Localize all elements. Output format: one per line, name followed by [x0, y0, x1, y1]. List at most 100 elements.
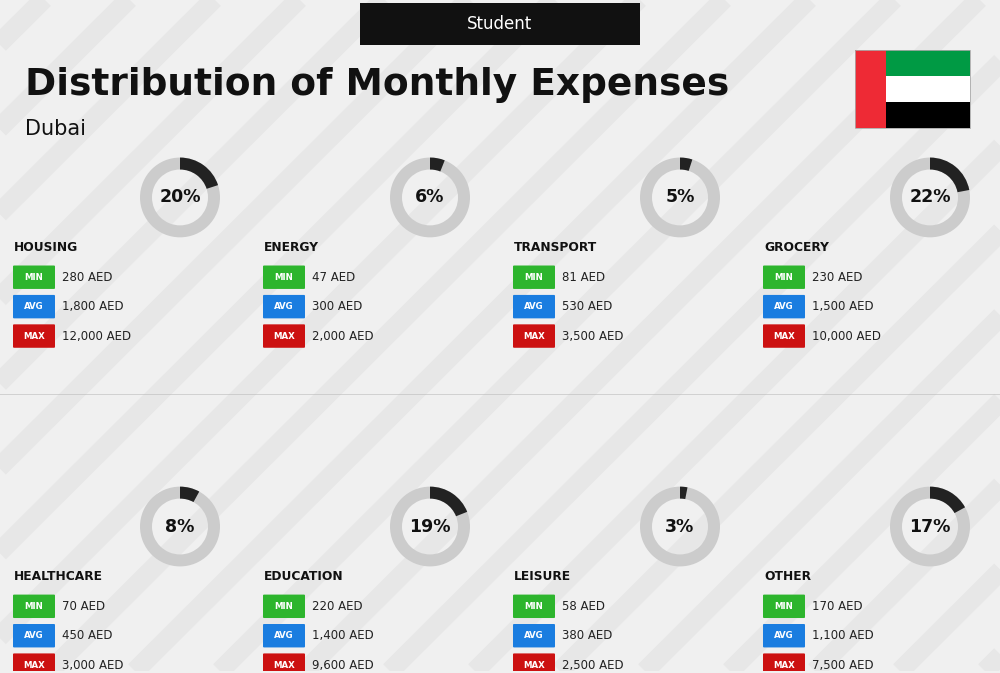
Text: 19%: 19% — [409, 518, 451, 536]
Wedge shape — [180, 487, 199, 502]
Text: 300 AED: 300 AED — [312, 300, 362, 313]
Wedge shape — [930, 487, 965, 513]
Text: HOUSING: HOUSING — [14, 241, 78, 254]
FancyBboxPatch shape — [763, 266, 805, 289]
Text: 58 AED: 58 AED — [562, 600, 605, 613]
FancyBboxPatch shape — [13, 295, 55, 318]
Text: 70 AED: 70 AED — [62, 600, 105, 613]
Text: 3%: 3% — [665, 518, 695, 536]
Text: 3,000 AED: 3,000 AED — [62, 659, 124, 672]
Text: 230 AED: 230 AED — [812, 271, 863, 284]
Text: TRANSPORT: TRANSPORT — [514, 241, 597, 254]
Text: 1,800 AED: 1,800 AED — [62, 300, 124, 313]
Wedge shape — [140, 487, 220, 567]
Text: 220 AED: 220 AED — [312, 600, 363, 613]
Text: HEALTHCARE: HEALTHCARE — [14, 570, 103, 583]
Text: Dubai: Dubai — [25, 118, 86, 139]
FancyBboxPatch shape — [513, 295, 555, 318]
FancyBboxPatch shape — [13, 594, 55, 618]
Text: 170 AED: 170 AED — [812, 600, 863, 613]
Text: 3,500 AED: 3,500 AED — [562, 330, 624, 343]
Text: MIN: MIN — [275, 273, 293, 282]
FancyBboxPatch shape — [513, 324, 555, 348]
FancyBboxPatch shape — [763, 295, 805, 318]
FancyBboxPatch shape — [13, 624, 55, 647]
Text: 1,400 AED: 1,400 AED — [312, 629, 374, 642]
Text: AVG: AVG — [524, 302, 544, 311]
Wedge shape — [430, 157, 445, 172]
FancyBboxPatch shape — [513, 266, 555, 289]
FancyBboxPatch shape — [886, 102, 970, 128]
Text: 8%: 8% — [165, 518, 195, 536]
Text: MAX: MAX — [23, 332, 45, 341]
Text: MAX: MAX — [523, 332, 545, 341]
Text: 530 AED: 530 AED — [562, 300, 612, 313]
Text: Distribution of Monthly Expenses: Distribution of Monthly Expenses — [25, 67, 729, 103]
FancyBboxPatch shape — [13, 266, 55, 289]
Text: MAX: MAX — [273, 661, 295, 670]
Text: MIN: MIN — [775, 602, 793, 611]
Text: MIN: MIN — [525, 602, 543, 611]
Text: Student: Student — [467, 15, 533, 33]
Text: EDUCATION: EDUCATION — [264, 570, 344, 583]
Wedge shape — [930, 157, 969, 192]
FancyBboxPatch shape — [886, 50, 970, 76]
FancyBboxPatch shape — [360, 3, 640, 45]
Wedge shape — [390, 487, 470, 567]
Text: 1,100 AED: 1,100 AED — [812, 629, 874, 642]
Text: 9,600 AED: 9,600 AED — [312, 659, 374, 672]
FancyBboxPatch shape — [13, 653, 55, 673]
FancyBboxPatch shape — [263, 624, 305, 647]
Text: MAX: MAX — [773, 332, 795, 341]
Text: MIN: MIN — [525, 273, 543, 282]
Text: AVG: AVG — [774, 631, 794, 640]
FancyBboxPatch shape — [763, 653, 805, 673]
FancyBboxPatch shape — [263, 324, 305, 348]
Text: LEISURE: LEISURE — [514, 570, 571, 583]
FancyBboxPatch shape — [855, 50, 886, 128]
Text: 47 AED: 47 AED — [312, 271, 355, 284]
Wedge shape — [890, 487, 970, 567]
FancyBboxPatch shape — [263, 266, 305, 289]
Text: MIN: MIN — [25, 602, 43, 611]
Text: AVG: AVG — [274, 302, 294, 311]
FancyBboxPatch shape — [263, 653, 305, 673]
Text: MAX: MAX — [773, 661, 795, 670]
Text: AVG: AVG — [274, 631, 294, 640]
Text: 1,500 AED: 1,500 AED — [812, 300, 874, 313]
Text: MIN: MIN — [775, 273, 793, 282]
FancyBboxPatch shape — [13, 324, 55, 348]
Text: 20%: 20% — [159, 188, 201, 207]
Text: 280 AED: 280 AED — [62, 271, 112, 284]
FancyBboxPatch shape — [763, 594, 805, 618]
FancyBboxPatch shape — [263, 295, 305, 318]
Wedge shape — [430, 487, 467, 516]
Wedge shape — [180, 157, 218, 189]
Text: AVG: AVG — [24, 302, 44, 311]
Text: 10,000 AED: 10,000 AED — [812, 330, 881, 343]
Text: 17%: 17% — [909, 518, 951, 536]
Wedge shape — [890, 157, 970, 238]
FancyBboxPatch shape — [513, 653, 555, 673]
Text: OTHER: OTHER — [764, 570, 811, 583]
Text: MAX: MAX — [273, 332, 295, 341]
Text: 7,500 AED: 7,500 AED — [812, 659, 874, 672]
Text: AVG: AVG — [524, 631, 544, 640]
Text: AVG: AVG — [774, 302, 794, 311]
Text: 81 AED: 81 AED — [562, 271, 605, 284]
FancyBboxPatch shape — [263, 594, 305, 618]
FancyBboxPatch shape — [513, 594, 555, 618]
Wedge shape — [640, 487, 720, 567]
FancyBboxPatch shape — [513, 624, 555, 647]
Wedge shape — [640, 157, 720, 238]
Text: GROCERY: GROCERY — [764, 241, 829, 254]
FancyBboxPatch shape — [763, 324, 805, 348]
FancyBboxPatch shape — [886, 76, 970, 102]
Text: MIN: MIN — [275, 602, 293, 611]
Text: 2,000 AED: 2,000 AED — [312, 330, 374, 343]
Text: 22%: 22% — [909, 188, 951, 207]
Text: MIN: MIN — [25, 273, 43, 282]
Wedge shape — [140, 157, 220, 238]
FancyBboxPatch shape — [763, 624, 805, 647]
Text: 12,000 AED: 12,000 AED — [62, 330, 131, 343]
